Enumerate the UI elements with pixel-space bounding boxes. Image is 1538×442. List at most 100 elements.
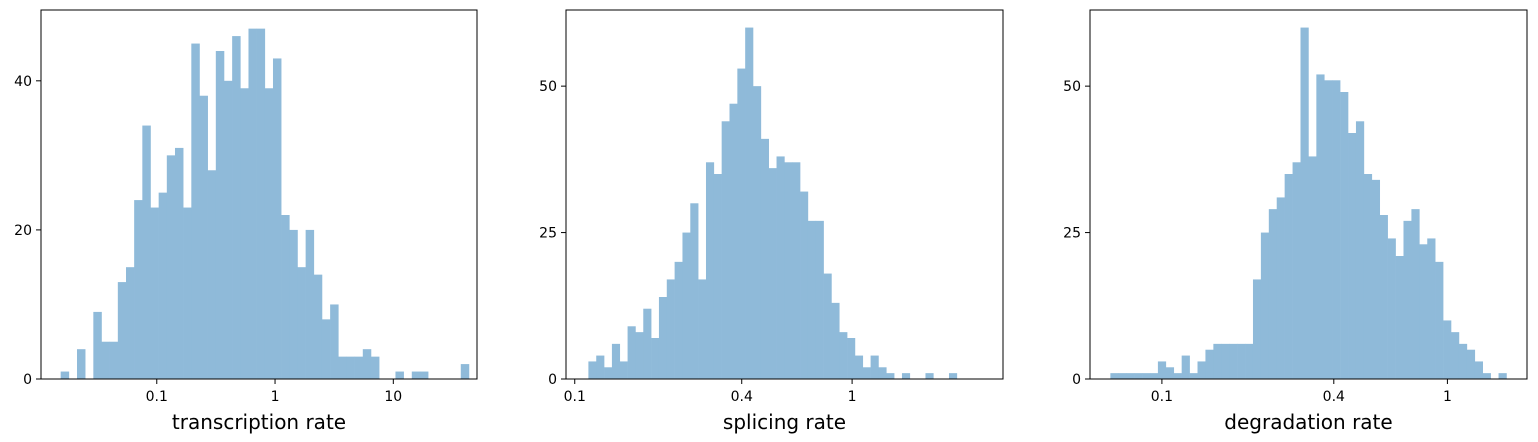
histogram-bar	[604, 367, 613, 379]
histogram-bar	[1443, 320, 1452, 379]
x-axis-label: degradation rate	[1224, 410, 1392, 434]
histogram-bar	[1300, 27, 1309, 379]
histogram-bar	[690, 203, 699, 379]
histogram-bar	[150, 207, 159, 379]
histogram-bar	[1427, 238, 1436, 379]
histogram-bar	[948, 373, 958, 379]
y-tick-label: 50	[539, 79, 557, 95]
histogram-bar	[126, 267, 135, 379]
x-tick-label: 10	[384, 389, 402, 405]
histogram-bar	[1284, 174, 1293, 379]
histogram-bar	[109, 341, 119, 379]
histogram-bar	[1395, 256, 1404, 379]
histogram-bar	[674, 261, 683, 379]
axes-frame	[40, 9, 478, 380]
histogram-bar	[248, 28, 257, 379]
histogram-bar	[854, 355, 864, 379]
histogram-bar	[627, 326, 636, 379]
histogram-bar	[1363, 174, 1373, 379]
x-tick-label: 1	[848, 389, 857, 405]
x-axis-label: transcription rate	[172, 410, 346, 434]
histogram-bar	[215, 51, 225, 379]
histogram-bar	[721, 121, 730, 379]
histogram-bar	[768, 168, 777, 379]
histogram-bar	[1419, 244, 1428, 379]
y-tick-label: 50	[1063, 79, 1081, 95]
histogram-bar	[1221, 343, 1230, 379]
y-tick-label: 0	[1072, 372, 1081, 388]
x-tick-label: 0.4	[731, 389, 753, 405]
histogram-bar	[338, 356, 347, 379]
histogram-bar	[1458, 343, 1468, 379]
histogram-bar	[1308, 156, 1317, 379]
histogram-bar	[658, 297, 668, 379]
histogram-bar	[370, 356, 380, 379]
histogram-bar	[264, 88, 274, 380]
histogram-bar	[635, 332, 644, 379]
y-tick-label: 25	[539, 226, 557, 242]
histogram-bar	[745, 27, 754, 379]
histogram-bar	[1403, 220, 1412, 379]
histogram-bar	[878, 367, 887, 379]
histogram-bar	[698, 279, 707, 379]
histogram-bar	[596, 355, 605, 379]
histogram-bar	[705, 162, 715, 379]
histogram-bar	[419, 371, 429, 379]
histogram-bar	[1324, 80, 1333, 379]
histogram-bar	[1157, 361, 1167, 379]
histogram-bar	[815, 220, 824, 379]
histogram-bar	[1451, 332, 1460, 379]
histogram-bar	[1110, 373, 1119, 379]
histogram-bar	[1379, 215, 1388, 379]
histogram-bar	[199, 95, 208, 379]
histogram-bar	[753, 86, 762, 379]
histogram-bar	[666, 279, 675, 379]
histogram-bar	[166, 155, 176, 379]
histogram-bar	[1165, 367, 1175, 379]
histogram-bar	[1205, 349, 1214, 379]
histogram-bar	[330, 304, 339, 379]
y-tick-label: 20	[14, 223, 32, 239]
histogram-bar	[729, 103, 738, 380]
histogram-bar	[1260, 232, 1270, 379]
histogram-bar	[1245, 343, 1254, 379]
histogram-bar	[77, 349, 86, 379]
histogram-bar	[1134, 373, 1143, 379]
histogram-bar	[862, 367, 871, 379]
x-tick-label: 0.4	[1323, 389, 1345, 405]
histogram-bar	[240, 88, 249, 380]
histogram-bar	[346, 356, 355, 379]
histogram-bar	[713, 174, 722, 379]
histogram-panel-transcription-rate: 0.1 1 10 0 20 40 transcription rate	[14, 9, 478, 434]
histogram-panel-splicing-rate: 0.1 0.4 1 0 25 50 splicing rate	[539, 9, 1004, 434]
histogram-bar	[1276, 197, 1285, 379]
histogram-bar	[611, 343, 621, 379]
histogram-bar	[460, 364, 470, 379]
histogram-bar	[232, 36, 241, 380]
y-tick-label: 0	[23, 372, 32, 388]
histogram-bar	[800, 191, 809, 379]
x-tick-label: 1	[1443, 389, 1452, 405]
histogram-bar	[321, 319, 331, 379]
histogram-bar	[1229, 343, 1238, 379]
histogram-bar	[1411, 209, 1420, 379]
histogram-bar	[1466, 349, 1476, 379]
histogram-bar	[925, 373, 934, 379]
histogram-bar	[1474, 361, 1483, 379]
y-tick-label: 25	[1063, 226, 1081, 242]
histogram-bar	[297, 267, 306, 379]
histogram-bar	[1213, 343, 1222, 379]
x-tick-label: 0.1	[1151, 389, 1173, 405]
histogram-bar	[223, 80, 233, 379]
x-tick-label: 0.1	[146, 389, 168, 405]
histogram-bar	[1498, 373, 1507, 379]
histogram-bar	[411, 371, 421, 379]
histogram-bar	[1268, 209, 1278, 379]
histogram-bar	[1332, 80, 1341, 379]
histogram-bar	[870, 355, 879, 379]
axes-frame	[1089, 9, 1528, 380]
histogram-bar	[142, 125, 151, 379]
histogram-bar	[1173, 373, 1182, 379]
histogram-bar	[256, 28, 266, 379]
histogram-bar	[807, 220, 817, 379]
